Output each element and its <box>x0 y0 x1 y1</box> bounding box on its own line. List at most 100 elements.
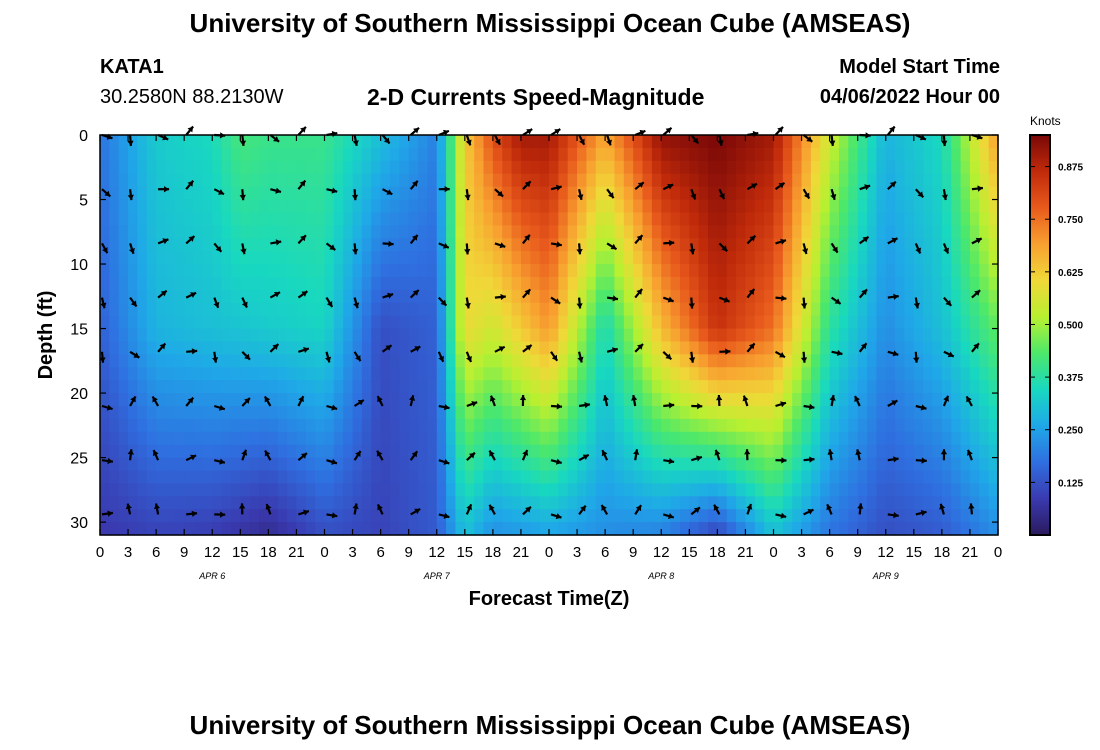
current-vector <box>550 403 563 410</box>
vector-head <box>749 235 756 242</box>
heatmap-cell <box>651 147 662 162</box>
current-vector <box>409 450 419 461</box>
heatmap-cell <box>202 457 213 472</box>
heatmap-cell <box>446 405 457 420</box>
vector-head <box>576 303 583 309</box>
heatmap-cell <box>483 315 494 330</box>
heatmap-cell <box>951 405 962 420</box>
vector-head <box>836 349 843 356</box>
heatmap-cell <box>193 212 204 226</box>
heatmap-cell <box>801 251 812 265</box>
heatmap-cell <box>726 509 737 523</box>
heatmap-cell <box>109 405 120 420</box>
heatmap-cell <box>249 380 260 394</box>
heatmap-cell <box>333 367 344 381</box>
current-vector <box>578 402 591 409</box>
current-vector <box>489 395 496 407</box>
heatmap-cell <box>820 135 831 149</box>
heatmap-cell <box>549 328 559 343</box>
heatmap-cell <box>165 470 176 484</box>
heatmap-cell <box>549 354 559 368</box>
heatmap-cell <box>296 380 307 394</box>
heatmap-cell <box>530 238 541 252</box>
heatmap-cell <box>558 418 569 433</box>
heatmap-cell <box>810 147 821 162</box>
heatmap-cell <box>418 251 428 265</box>
heatmap-cell <box>708 341 718 355</box>
heatmap-cell <box>857 509 868 523</box>
current-vector <box>606 347 618 354</box>
heatmap-cell <box>240 431 251 446</box>
heatmap-cell <box>371 418 382 433</box>
heatmap-cell <box>838 264 849 278</box>
heatmap-cell <box>118 444 129 459</box>
vector-head <box>577 356 584 363</box>
heatmap-cell <box>754 496 765 510</box>
heatmap-cell <box>100 470 110 484</box>
heatmap-cell <box>754 418 765 433</box>
heatmap-cell <box>801 457 812 472</box>
y-tick-label: 5 <box>79 193 88 210</box>
heatmap-cell <box>661 160 672 175</box>
heatmap-cells <box>100 135 999 536</box>
heatmap-cell <box>530 225 541 239</box>
vector-head <box>355 355 361 362</box>
heatmap-cell <box>642 457 653 472</box>
heatmap-cell <box>595 496 606 510</box>
heatmap-cell <box>820 431 831 446</box>
heatmap-cell <box>427 160 438 175</box>
heatmap-cell <box>249 238 260 252</box>
heatmap-cell <box>708 380 718 394</box>
heatmap-cell <box>717 225 728 239</box>
heatmap-cell <box>951 496 962 510</box>
heatmap-cell <box>520 509 531 523</box>
heatmap-cell <box>315 418 326 433</box>
heatmap-cell <box>418 264 428 278</box>
heatmap-cell <box>296 276 307 291</box>
heatmap-cell <box>661 418 672 433</box>
heatmap-cell <box>156 199 167 214</box>
heatmap-cell <box>109 212 120 226</box>
heatmap-cell <box>661 470 672 484</box>
heatmap-cell <box>829 147 840 162</box>
heatmap-cell <box>857 225 868 239</box>
current-vector <box>802 188 811 200</box>
heatmap-cell <box>418 405 428 420</box>
heatmap-cell <box>352 276 363 291</box>
heatmap-cell <box>305 509 316 523</box>
heatmap-cell <box>895 315 906 330</box>
current-vector <box>662 350 673 361</box>
heatmap-cell <box>558 251 569 265</box>
heatmap-cell <box>651 522 662 536</box>
heatmap-cell <box>670 276 681 291</box>
heatmap-cell <box>932 393 943 407</box>
heatmap-cell <box>595 199 606 214</box>
heatmap-cell <box>754 212 765 226</box>
heatmap-cell <box>951 431 962 446</box>
heatmap-cell <box>726 315 737 330</box>
heatmap-cell <box>296 418 307 433</box>
heatmap-cell <box>418 444 428 459</box>
heatmap-cell <box>492 496 503 510</box>
colorbar: Knots 0.1250.2500.3750.5000.6250.7500.87… <box>1029 114 1083 536</box>
vector-head <box>893 512 899 519</box>
heatmap-cell <box>305 341 316 355</box>
heatmap-cell <box>361 135 372 149</box>
vector-head <box>668 513 674 519</box>
vector-head <box>274 292 280 298</box>
heatmap-cell <box>446 315 457 330</box>
vector-head <box>612 347 618 354</box>
heatmap-cell <box>277 225 288 239</box>
heatmap-cell <box>820 405 831 420</box>
heatmap-cell <box>764 238 775 252</box>
heatmap-cell <box>848 264 859 278</box>
heatmap-cell <box>904 341 915 355</box>
heatmap-cell <box>549 225 559 239</box>
heatmap-cell <box>801 393 812 407</box>
heatmap-cell <box>792 315 803 330</box>
heatmap-cell <box>670 289 681 304</box>
heatmap-cell <box>829 380 840 394</box>
heatmap-cell <box>913 199 924 214</box>
heatmap-cell <box>810 496 821 510</box>
heatmap-cell <box>511 315 522 330</box>
